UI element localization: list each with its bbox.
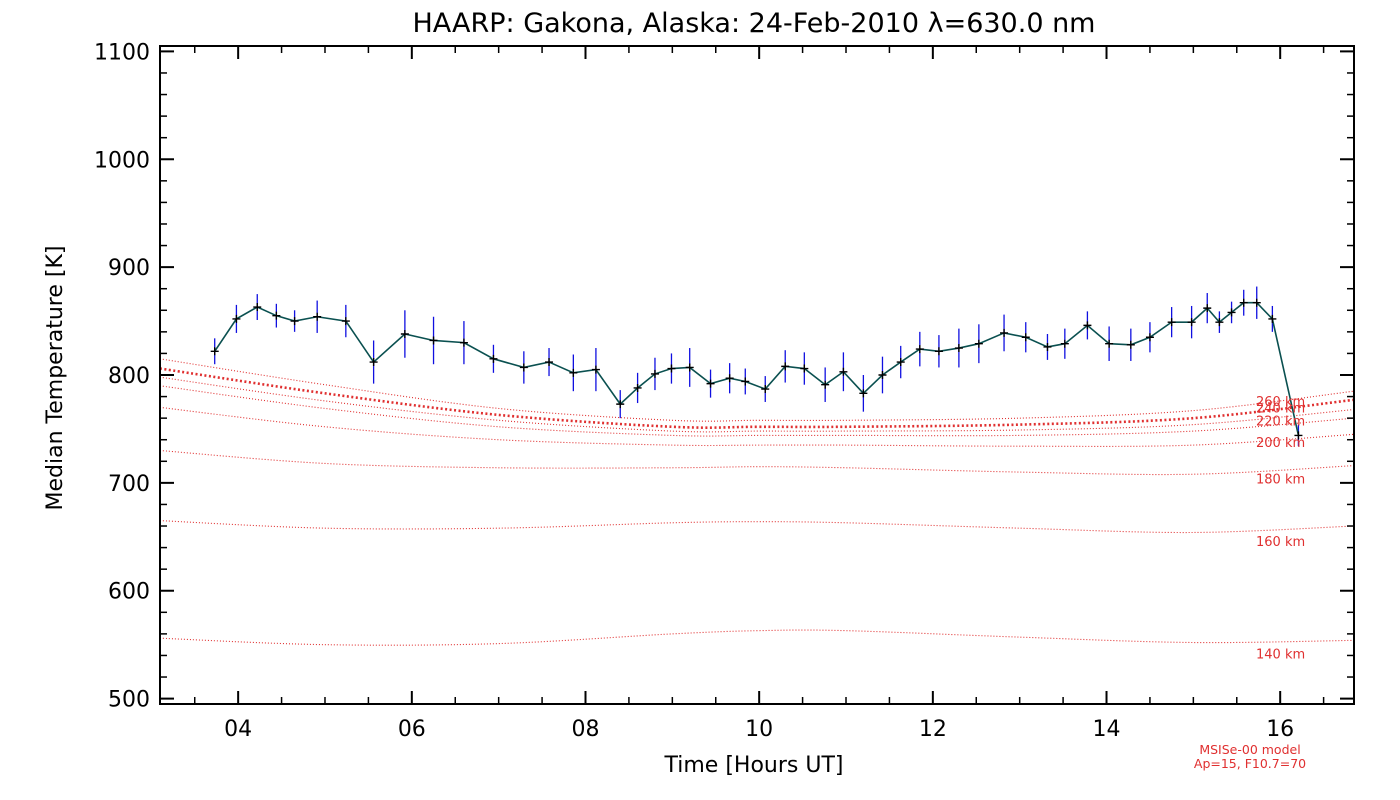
data-point-marker	[741, 377, 750, 386]
data-point-marker	[569, 368, 578, 377]
data-point-marker	[1187, 318, 1196, 327]
y-tick-label: 900	[108, 256, 150, 281]
data-point-marker	[591, 365, 600, 374]
data-point-marker	[650, 369, 659, 378]
model-label: 220 km	[1256, 414, 1305, 429]
model-curve-260-km	[159, 358, 1355, 422]
model-label: 260 km	[1256, 395, 1305, 410]
x-tick-label: 14	[1093, 717, 1121, 742]
model-label: 200 km	[1256, 436, 1305, 451]
data-point-marker	[821, 380, 830, 389]
data-point-marker	[1021, 333, 1030, 342]
data-point-marker	[1239, 298, 1248, 307]
data-point-marker	[341, 317, 350, 326]
model-note-line-1: MSISe-00 model	[1199, 742, 1300, 757]
data-point-marker	[1105, 339, 1114, 348]
data-point-marker	[667, 364, 676, 373]
x-tick-label: 08	[571, 717, 599, 742]
data-point-marker	[253, 303, 262, 312]
model-curve-140-km	[159, 629, 1355, 646]
model-note-line-2: Ap=15, F10.7=70	[1194, 756, 1306, 771]
data-point-marker	[915, 345, 924, 354]
model-curve-200-km	[159, 406, 1355, 447]
tick-labels: 04 06 08 10 12 14 16 500 600 700 800 900 1000 1100	[94, 40, 1294, 742]
data-point-marker	[459, 338, 468, 347]
data-point-marker	[400, 330, 409, 339]
model-curves	[159, 358, 1355, 646]
data-point-marker	[369, 358, 378, 367]
y-tick-label: 1000	[94, 148, 150, 173]
data-point-marker	[1268, 314, 1277, 323]
data-point-marker	[878, 371, 887, 379]
x-tick-label: 04	[224, 717, 252, 742]
data-point-marker	[429, 336, 438, 345]
model-label: 140 km	[1256, 647, 1305, 662]
data-point-marker	[1252, 298, 1261, 307]
data-point-marker	[232, 314, 241, 323]
data-point-marker	[1203, 304, 1212, 313]
y-tick-label: 600	[108, 580, 150, 605]
data-point-marker	[272, 311, 281, 320]
data-point-marker	[633, 383, 642, 392]
x-tick-label: 12	[919, 717, 947, 742]
y-axis-label: Median Temperature [K]	[43, 246, 68, 511]
data-point-marker	[210, 347, 219, 356]
data-point-marker	[896, 358, 905, 367]
data-point-marker	[1167, 318, 1176, 327]
data-point-marker	[706, 379, 715, 388]
data-point-marker	[839, 367, 848, 376]
model-label: 160 km	[1256, 535, 1305, 550]
data-point-marker	[974, 339, 983, 348]
model-curve-250-km	[159, 367, 1355, 429]
data-point-marker	[290, 317, 299, 326]
y-tick-label: 500	[108, 688, 150, 713]
measured-series	[210, 286, 1303, 447]
axis-ticks	[160, 46, 1354, 704]
data-point-marker	[519, 363, 528, 372]
data-point-marker	[1227, 308, 1236, 317]
data-point-marker	[954, 344, 963, 353]
data-point-marker	[489, 354, 498, 363]
data-point-marker	[1145, 333, 1154, 342]
x-tick-label: 10	[745, 717, 773, 742]
data-point-marker	[859, 389, 868, 398]
y-tick-label: 800	[108, 364, 150, 389]
model-label: 240 km	[1256, 401, 1305, 416]
data-point-marker	[1126, 340, 1135, 349]
data-point-marker	[685, 363, 694, 372]
x-tick-label: 16	[1266, 717, 1294, 742]
model-curve-160-km	[159, 520, 1355, 534]
model-label: 180 km	[1256, 473, 1305, 488]
data-point-marker	[313, 312, 322, 321]
data-point-marker	[761, 385, 770, 394]
data-point-marker	[1215, 318, 1224, 327]
y-tick-label: 1100	[94, 40, 150, 65]
data-point-marker	[1043, 342, 1052, 351]
chart-title: HAARP: Gakona, Alaska: 24-Feb-2010 λ=630…	[412, 8, 1095, 39]
data-point-marker	[1083, 321, 1092, 330]
y-tick-label: 700	[108, 472, 150, 497]
temperature-line	[214, 301, 1300, 436]
plot-frame	[159, 45, 1355, 705]
data-point-marker	[616, 400, 625, 409]
x-tick-label: 06	[398, 717, 426, 742]
data-point-marker	[1294, 431, 1303, 440]
data-point-marker	[1000, 328, 1009, 337]
data-point-marker	[934, 347, 943, 356]
model-curve-180-km	[159, 449, 1355, 476]
data-point-marker	[781, 362, 790, 371]
x-axis-label: Time [Hours UT]	[664, 753, 844, 778]
data-point-marker	[1060, 339, 1069, 348]
data-point-marker	[545, 358, 554, 367]
data-point-marker	[800, 364, 809, 373]
data-point-marker	[725, 374, 734, 383]
